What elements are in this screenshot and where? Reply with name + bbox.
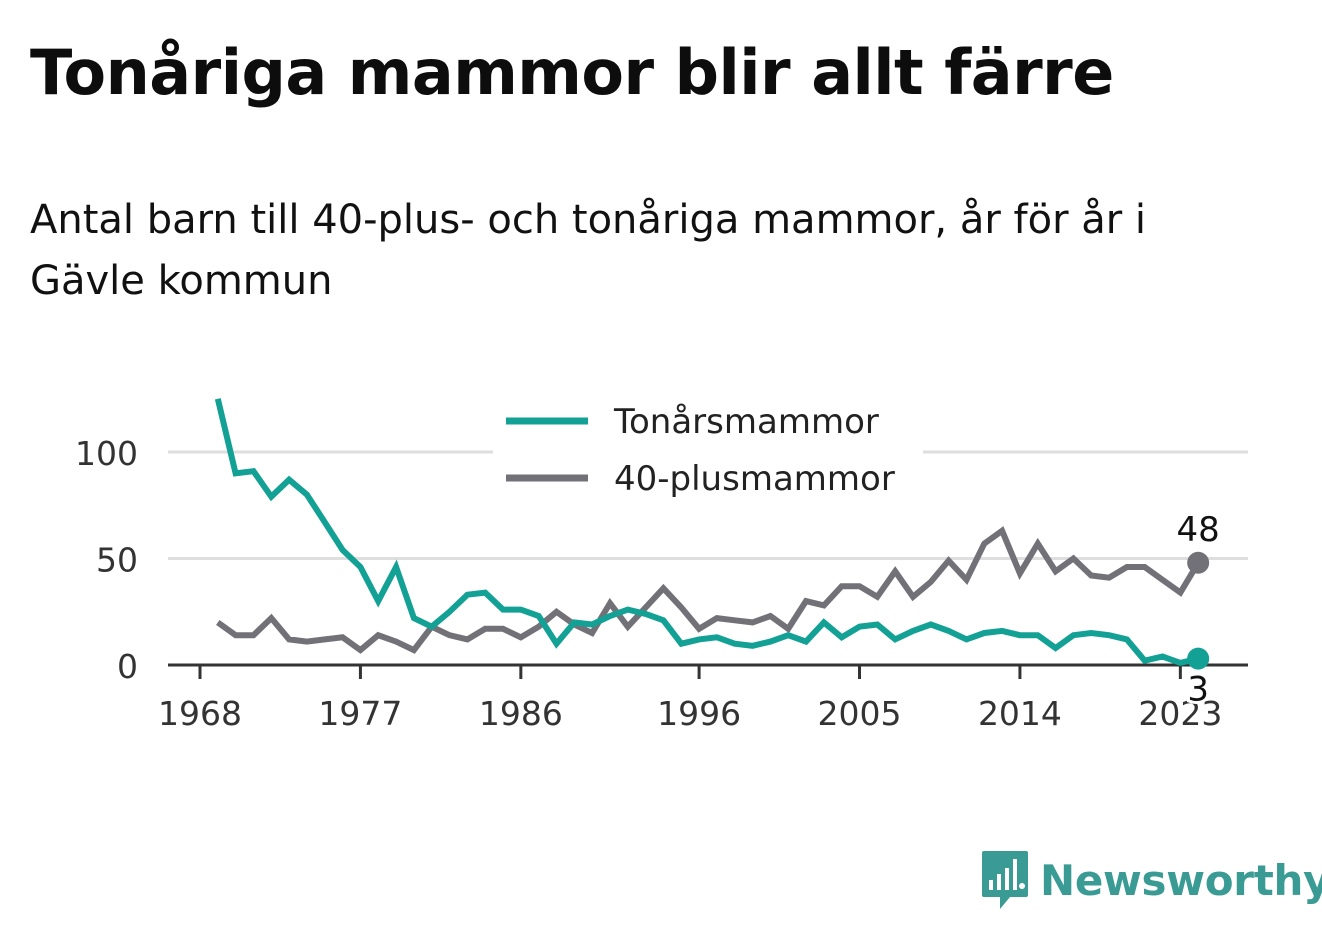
legend-label-tonårsmammor: Tonårsmammor [613, 402, 879, 442]
x-tick-label: 1977 [318, 694, 402, 733]
chart-title: Tonåriga mammor blir allt färre [30, 36, 1114, 109]
newsworthy-logo: Newsworthy [980, 848, 1322, 912]
y-tick-label: 0 [117, 647, 138, 686]
y-tick-label: 50 [96, 541, 138, 580]
legend-label-40-plusmammor: 40-plusmammor [614, 459, 895, 499]
x-tick-label: 1986 [479, 694, 563, 733]
end-label-tonårsmammor: 3 [1187, 670, 1209, 710]
bar-chart-speech-bubble-icon [982, 851, 1028, 909]
chart-subtitle: Antal barn till 40-plus- och tonåriga ma… [30, 197, 1147, 304]
brand-name: Newsworthy [1040, 855, 1322, 905]
x-tick-label: 1968 [158, 694, 242, 733]
series-line-40-plusmammor [216, 526, 1201, 654]
x-tick-label: 2005 [818, 694, 902, 733]
x-tick-label: 1996 [657, 694, 741, 733]
end-point-40-plusmammor [1187, 551, 1210, 574]
x-tick-label: 2023 [1138, 694, 1222, 733]
y-tick-label: 100 [75, 434, 138, 473]
series-line-tonårsmammor [214, 398, 1199, 667]
end-point-tonårsmammor [1187, 647, 1210, 670]
x-tick-label: 2014 [978, 694, 1062, 733]
end-label-40-plusmammor: 48 [1177, 510, 1220, 550]
